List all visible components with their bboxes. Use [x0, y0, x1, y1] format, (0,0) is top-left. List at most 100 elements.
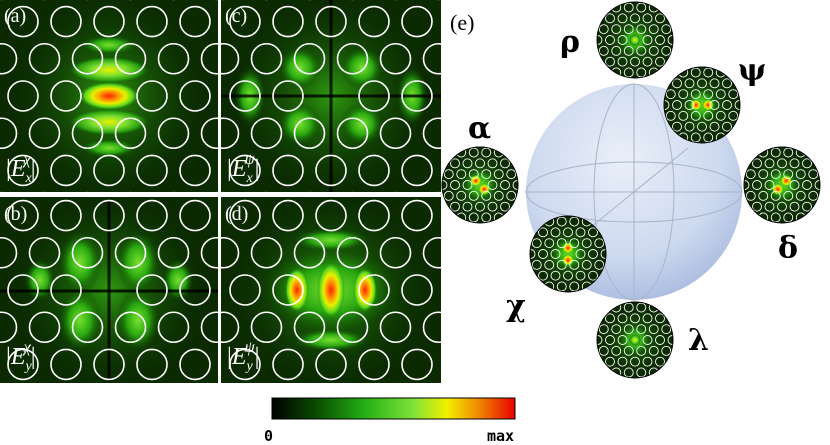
- panel-a-holes: [0, 0, 218, 192]
- air-hole: [488, 81, 518, 111]
- air-hole: [272, 80, 304, 112]
- air-hole: [315, 348, 347, 381]
- air-hole: [250, 42, 283, 75]
- air-hole: [250, 311, 283, 344]
- air-hole: [402, 424, 432, 445]
- air-hole: [93, 5, 125, 38]
- panel-a-label: (a): [4, 5, 26, 27]
- air-hole: [0, 42, 18, 75]
- symbol-alpha: α: [468, 111, 491, 146]
- panel-b-symbol: |Eyχ|: [6, 339, 36, 374]
- air-hole: [250, 236, 283, 269]
- air-hole: [272, 274, 304, 306]
- air-hole: [229, 348, 261, 381]
- air-hole: [179, 154, 211, 187]
- air-hole: [488, 7, 518, 37]
- air-hole: [93, 348, 125, 381]
- air-hole: [50, 154, 82, 187]
- mode-lambda: [596, 301, 674, 379]
- air-hole: [245, 387, 275, 417]
- air-hole: [28, 236, 61, 269]
- air-hole: [136, 199, 168, 232]
- air-hole: [223, 424, 253, 445]
- air-hole: [28, 117, 61, 150]
- air-hole: [157, 117, 190, 150]
- air-hole: [315, 154, 347, 187]
- air-hole: [358, 348, 390, 381]
- colorbar-min-label: 0: [264, 427, 273, 445]
- air-hole: [358, 80, 390, 112]
- air-hole: [159, 387, 189, 417]
- air-hole: [202, 387, 232, 417]
- air-hole: [179, 348, 211, 381]
- colorbar: 0 max: [264, 397, 516, 445]
- air-hole: [200, 42, 218, 75]
- air-hole: [379, 236, 412, 269]
- air-hole: [179, 274, 211, 306]
- air-hole: [200, 117, 218, 150]
- air-hole: [28, 42, 61, 75]
- air-hole: [7, 80, 39, 112]
- air-hole: [488, 230, 518, 260]
- air-hole: [315, 5, 347, 38]
- air-hole: [93, 154, 125, 187]
- air-hole: [445, 424, 475, 445]
- panel-c-holes: [221, 0, 540, 260]
- air-hole: [157, 42, 190, 75]
- air-hole: [230, 424, 260, 445]
- air-hole: [250, 117, 283, 150]
- air-hole: [422, 42, 441, 75]
- mode-psi: [663, 66, 741, 144]
- air-hole: [379, 311, 412, 344]
- air-hole: [467, 238, 497, 268]
- air-hole: [50, 274, 82, 306]
- air-hole: [73, 387, 103, 417]
- air-hole: [71, 236, 104, 269]
- panel-d-label: (d): [225, 203, 248, 225]
- air-hole: [114, 236, 147, 269]
- air-hole: [379, 42, 412, 75]
- air-hole: [272, 5, 304, 38]
- air-hole: [0, 117, 18, 150]
- air-hole: [136, 80, 168, 112]
- air-hole: [179, 5, 211, 38]
- air-hole: [445, 81, 475, 111]
- air-hole: [358, 274, 390, 306]
- air-hole: [71, 311, 104, 344]
- panel-d-field: [221, 197, 441, 383]
- air-hole: [136, 348, 168, 381]
- air-hole: [445, 275, 475, 305]
- air-hole: [93, 199, 125, 232]
- mode-chi: [529, 215, 607, 293]
- air-hole: [221, 42, 240, 75]
- air-hole: [28, 311, 61, 344]
- air-hole: [114, 117, 147, 150]
- air-hole: [445, 349, 475, 379]
- panel-d-symbol: |Eyψ|: [227, 339, 259, 374]
- air-hole: [0, 311, 18, 344]
- air-hole: [136, 5, 168, 38]
- air-hole: [467, 44, 497, 74]
- air-hole: [272, 348, 304, 381]
- air-hole: [7, 274, 39, 306]
- air-hole: [422, 311, 441, 344]
- symbol-psi: ψ: [738, 53, 766, 88]
- air-hole: [358, 199, 390, 232]
- air-hole: [116, 387, 146, 417]
- symbol-lambda: λ: [688, 323, 709, 358]
- air-hole: [422, 236, 441, 269]
- air-hole: [50, 80, 82, 112]
- air-hole: [510, 44, 540, 74]
- air-hole: [0, 387, 17, 417]
- air-hole: [336, 117, 369, 150]
- panel-c: (c) |Exψ|: [221, 0, 540, 260]
- air-hole: [136, 274, 168, 306]
- panel-b-label: (b): [4, 203, 27, 225]
- air-hole: [401, 154, 433, 187]
- air-hole: [7, 348, 39, 381]
- air-hole: [200, 236, 218, 269]
- air-hole: [359, 424, 389, 445]
- air-hole: [229, 5, 261, 38]
- air-hole: [467, 312, 497, 342]
- air-hole: [422, 117, 441, 150]
